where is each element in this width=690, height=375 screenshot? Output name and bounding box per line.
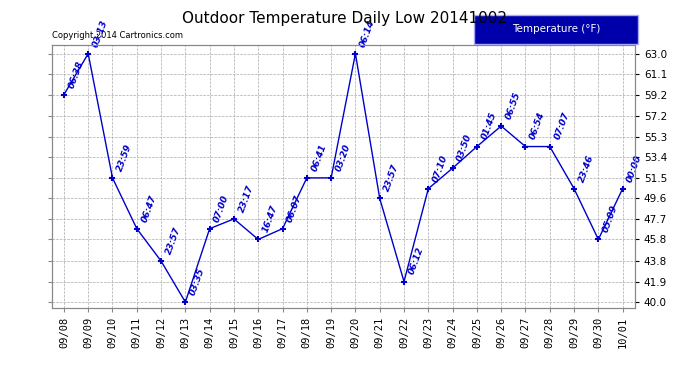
Text: 06:14: 06:14: [358, 18, 377, 48]
Text: 23:59: 23:59: [115, 142, 134, 172]
Text: 03:20: 03:20: [334, 142, 353, 172]
Text: 06:12: 06:12: [407, 246, 425, 276]
Text: 07:10: 07:10: [431, 153, 449, 183]
Text: 05:09: 05:09: [601, 204, 620, 234]
Text: 01:45: 01:45: [480, 111, 498, 141]
Text: 06:38: 06:38: [67, 59, 85, 89]
Text: 16:47: 16:47: [261, 204, 279, 234]
Text: 07:00: 07:00: [213, 193, 231, 223]
Text: 06:54: 06:54: [529, 111, 546, 141]
Text: 07:07: 07:07: [553, 111, 571, 141]
Text: 06:47: 06:47: [139, 193, 158, 223]
Text: 06:07: 06:07: [286, 193, 304, 223]
Text: Temperature (°F): Temperature (°F): [512, 24, 600, 34]
Text: 23:57: 23:57: [383, 163, 401, 193]
Text: Copyright 2014 Cartronics.com: Copyright 2014 Cartronics.com: [52, 31, 183, 40]
Text: 06:41: 06:41: [310, 142, 328, 172]
Text: 00:00: 00:00: [626, 153, 644, 183]
Text: 03:35: 03:35: [188, 267, 206, 297]
Text: 23:57: 23:57: [164, 226, 182, 256]
Text: 03:13: 03:13: [91, 18, 109, 48]
Text: Outdoor Temperature Daily Low 20141002: Outdoor Temperature Daily Low 20141002: [182, 11, 508, 26]
Text: 23:17: 23:17: [237, 183, 255, 213]
Text: 06:55: 06:55: [504, 91, 522, 121]
Text: 03:50: 03:50: [455, 133, 474, 163]
Text: 23:46: 23:46: [577, 153, 595, 183]
FancyBboxPatch shape: [475, 15, 638, 44]
